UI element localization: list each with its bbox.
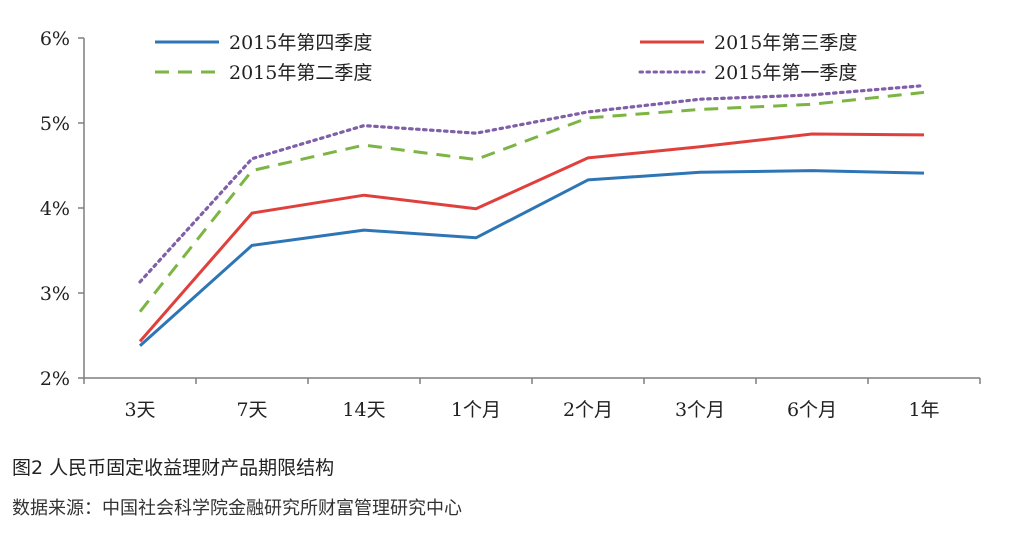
line-chart: 2% 3% 4% 5% 6% 3天 7天 14天 1个月 2个月 3个月 6个月 1年 2015年第四季… — [40, 28, 981, 421]
y-tick-label: 3% — [40, 283, 70, 305]
x-tick-label: 7天 — [236, 399, 267, 421]
x-tick-label: 14天 — [342, 399, 385, 421]
y-tick-label: 2% — [40, 368, 70, 390]
legend-label: 2015年第二季度 — [229, 62, 372, 84]
series-line — [138, 132, 925, 343]
chart-axes: 2% 3% 4% 5% 6% 3天 7天 14天 1个月 2个月 3个月 6个月 1年 — [40, 28, 981, 421]
figure-caption-source: 数据来源：中国社会科学院金融研究所财富管理研究中心 — [12, 498, 462, 519]
x-tick-label: 1个月 — [451, 399, 501, 421]
figure-caption-title: 图2 人民币固定收益理财产品期限结构 — [12, 457, 335, 479]
x-tick-label: 3个月 — [675, 399, 725, 421]
chart-legend: 2015年第四季度 2015年第三季度 2015年第二季度 2015年第一季度 — [155, 32, 857, 84]
series-line — [138, 90, 925, 313]
legend-label: 2015年第三季度 — [714, 32, 857, 54]
series-line — [138, 83, 926, 284]
x-tick-label: 6个月 — [787, 399, 837, 421]
y-tick-label: 5% — [40, 113, 70, 135]
series-line — [138, 169, 925, 347]
legend-label: 2015年第四季度 — [229, 32, 372, 54]
legend-label: 2015年第一季度 — [714, 62, 857, 84]
x-tick-label: 1年 — [908, 399, 939, 421]
y-tick-label: 4% — [40, 198, 70, 220]
y-tick-label: 6% — [40, 28, 70, 50]
x-tick-label: 3天 — [124, 399, 155, 421]
x-tick-label: 2个月 — [563, 399, 613, 421]
chart-series — [138, 83, 926, 347]
